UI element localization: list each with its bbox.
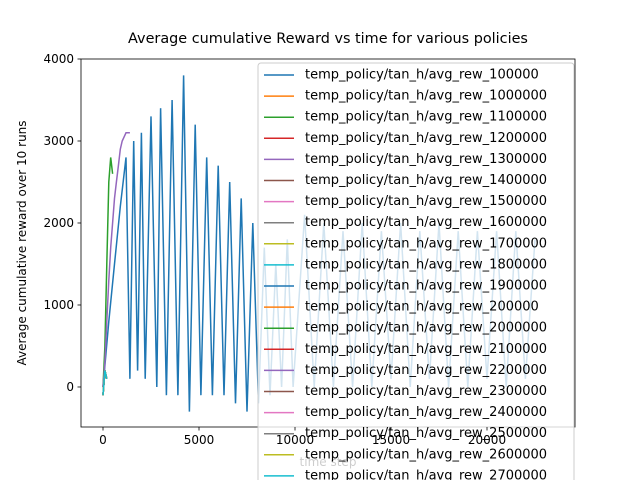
series-line <box>102 157 114 388</box>
series-line <box>102 370 108 396</box>
legend-label: temp_policy/tan_h/avg_rew_1200000 <box>305 131 547 146</box>
legend-label: temp_policy/tan_h/avg_rew_2400000 <box>305 405 547 420</box>
legend-label: temp_policy/tan_h/avg_rew_1900000 <box>305 279 547 294</box>
legend-label: temp_policy/tan_h/avg_rew_1600000 <box>305 215 547 230</box>
legend-label: temp_policy/tan_h/avg_rew_1000000 <box>305 89 547 104</box>
x-tick-label: 10000 <box>276 433 314 447</box>
legend-box <box>257 62 575 480</box>
legend-label: temp_policy/tan_h/avg_rew_1700000 <box>305 236 547 251</box>
y-tick-label: 3000 <box>43 134 74 148</box>
legend-label: temp_policy/tan_h/avg_rew_2000000 <box>305 321 547 336</box>
y-tick-label: 2000 <box>43 216 74 230</box>
legend-label: temp_policy/tan_h/avg_rew_2100000 <box>305 342 547 357</box>
chart-title: Average cumulative Reward vs time for va… <box>128 31 528 47</box>
legend-label: temp_policy/tan_h/avg_rew_1100000 <box>305 110 547 125</box>
x-tick-label: 5000 <box>184 433 215 447</box>
legend-label: temp_policy/tan_h/avg_rew_1500000 <box>305 194 547 209</box>
y-tick-label: 4000 <box>43 52 74 66</box>
legend-label: temp_policy/tan_h/avg_rew_1300000 <box>305 152 547 167</box>
series-line <box>102 132 130 388</box>
legend-label: temp_policy/tan_h/avg_rew_2200000 <box>305 363 547 378</box>
x-tick-label: 20000 <box>468 433 506 447</box>
y-tick-label: 1000 <box>43 298 74 312</box>
legend-label: temp_policy/tan_h/avg_rew_2600000 <box>305 447 547 462</box>
y-axis-label: Average cumulative reward over 10 runs <box>15 120 29 365</box>
legend-label: temp_policy/tan_h/avg_rew_1800000 <box>305 257 547 272</box>
legend-label: temp_policy/tan_h/avg_rew_2700000 <box>305 468 547 480</box>
x-tick-label: 0 <box>99 433 107 447</box>
legend-label: temp_policy/tan_h/avg_rew_2300000 <box>305 384 547 399</box>
legend-label: temp_policy/tan_h/avg_rew_200000 <box>305 300 539 315</box>
y-tick-label: 0 <box>66 380 74 394</box>
legend: temp_policy/tan_h/avg_rew_100000 temp_pol… <box>257 62 575 480</box>
x-tick-label: 15000 <box>372 433 410 447</box>
legend-label: temp_policy/tan_h/avg_rew_1400000 <box>305 173 547 188</box>
legend-label: temp_policy/tan_h/avg_rew_2500000 <box>305 426 547 441</box>
legend-label: temp_policy/tan_h/avg_rew_100000 <box>305 68 539 83</box>
